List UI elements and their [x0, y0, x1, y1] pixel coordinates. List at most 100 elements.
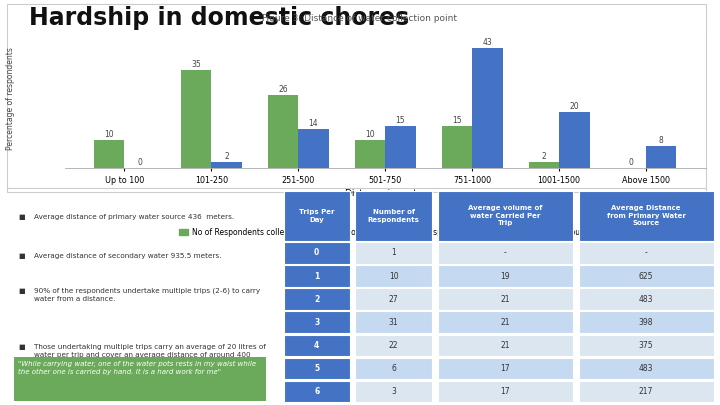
FancyBboxPatch shape: [284, 358, 350, 379]
FancyBboxPatch shape: [284, 288, 350, 310]
FancyBboxPatch shape: [438, 381, 572, 402]
FancyBboxPatch shape: [356, 358, 432, 379]
Bar: [355, 140, 385, 168]
Bar: [441, 126, 472, 168]
Text: 0: 0: [137, 158, 142, 167]
Text: 43: 43: [482, 38, 492, 47]
Text: 10: 10: [365, 130, 375, 139]
Text: 27: 27: [389, 294, 398, 304]
Bar: [298, 129, 329, 168]
Text: 2: 2: [224, 152, 229, 161]
FancyBboxPatch shape: [578, 288, 714, 310]
Text: 217: 217: [639, 387, 653, 396]
Text: 21: 21: [500, 341, 510, 350]
FancyBboxPatch shape: [356, 265, 432, 287]
Text: Number of
Respondents: Number of Respondents: [368, 209, 420, 223]
Text: ■: ■: [18, 254, 24, 259]
Text: 21: 21: [500, 294, 510, 304]
FancyBboxPatch shape: [578, 311, 714, 333]
FancyBboxPatch shape: [356, 381, 432, 402]
Text: 35: 35: [192, 60, 201, 69]
FancyBboxPatch shape: [356, 191, 432, 241]
Text: Trips Per
Day: Trips Per Day: [299, 209, 334, 223]
X-axis label: Distance in meter: Distance in meter: [345, 189, 426, 198]
Text: Average volume of
water Carried Per
Trip: Average volume of water Carried Per Trip: [468, 205, 542, 226]
FancyBboxPatch shape: [284, 381, 350, 402]
Text: Those undertaking multiple trips carry an average of 20 litres of
water per trip: Those undertaking multiple trips carry a…: [34, 344, 266, 367]
Text: 375: 375: [639, 341, 653, 350]
FancyBboxPatch shape: [356, 242, 432, 264]
Text: 20: 20: [570, 102, 579, 111]
Text: ■: ■: [18, 288, 24, 294]
FancyBboxPatch shape: [438, 191, 572, 241]
FancyBboxPatch shape: [578, 191, 714, 241]
Text: 6: 6: [314, 387, 319, 396]
Text: 10: 10: [104, 130, 114, 139]
Text: 8: 8: [659, 136, 664, 145]
Bar: [528, 162, 559, 168]
Text: Percentage of respondents: Percentage of respondents: [6, 47, 15, 150]
Bar: [472, 48, 503, 168]
Text: Average distance of secondary water 935.5 meters.: Average distance of secondary water 935.…: [34, 254, 221, 259]
FancyBboxPatch shape: [356, 335, 432, 356]
Text: 625: 625: [639, 271, 653, 281]
Text: 1: 1: [391, 248, 396, 258]
Text: 483: 483: [639, 294, 653, 304]
Text: 15: 15: [452, 116, 462, 125]
FancyBboxPatch shape: [284, 265, 350, 287]
Text: 14: 14: [309, 119, 318, 128]
Text: Average distance of primary water source 436  meters.: Average distance of primary water source…: [34, 214, 234, 220]
Text: -: -: [644, 248, 647, 258]
Text: ■: ■: [18, 214, 24, 220]
FancyBboxPatch shape: [438, 311, 572, 333]
Text: 21: 21: [500, 318, 510, 326]
FancyBboxPatch shape: [578, 381, 714, 402]
Text: 17: 17: [500, 387, 510, 396]
Text: 10: 10: [389, 271, 398, 281]
FancyBboxPatch shape: [578, 358, 714, 379]
Text: Figure 3: Distance of water collection point: Figure 3: Distance of water collection p…: [263, 15, 457, 23]
Text: 15: 15: [395, 116, 405, 125]
Legend: No of Respondents collect from Primary Source, No of Respondents collect from Se: No of Respondents collect from Primary S…: [176, 225, 595, 240]
Text: 483: 483: [639, 364, 653, 373]
Bar: [559, 112, 590, 168]
FancyBboxPatch shape: [438, 335, 572, 356]
Bar: [385, 126, 415, 168]
Text: 17: 17: [500, 364, 510, 373]
FancyBboxPatch shape: [284, 191, 350, 241]
FancyBboxPatch shape: [578, 335, 714, 356]
Bar: [181, 70, 211, 168]
Text: 398: 398: [639, 318, 653, 326]
Text: 6: 6: [391, 364, 396, 373]
FancyBboxPatch shape: [284, 242, 350, 264]
Bar: [211, 162, 242, 168]
FancyBboxPatch shape: [356, 288, 432, 310]
FancyBboxPatch shape: [14, 357, 266, 401]
Text: 3: 3: [314, 318, 319, 326]
Text: 4: 4: [314, 341, 319, 350]
Text: 0: 0: [629, 158, 634, 167]
Text: Average Distance
from Primary Water
Source: Average Distance from Primary Water Sour…: [606, 205, 685, 226]
Text: -: -: [504, 248, 507, 258]
FancyBboxPatch shape: [284, 335, 350, 356]
Text: 22: 22: [389, 341, 398, 350]
Text: 90% of the respondents undertake multiple trips (2-6) to carry
water from a dist: 90% of the respondents undertake multipl…: [34, 288, 260, 303]
FancyBboxPatch shape: [578, 242, 714, 264]
FancyBboxPatch shape: [356, 311, 432, 333]
FancyBboxPatch shape: [438, 242, 572, 264]
FancyBboxPatch shape: [438, 358, 572, 379]
Text: "While carrying water, one of the water pots rests in my waist while
the other o: "While carrying water, one of the water …: [18, 360, 256, 375]
Text: ■: ■: [18, 344, 24, 350]
Text: 2: 2: [314, 294, 319, 304]
FancyBboxPatch shape: [438, 265, 572, 287]
Bar: [268, 96, 298, 168]
FancyBboxPatch shape: [284, 311, 350, 333]
Text: 0: 0: [314, 248, 319, 258]
Text: 3: 3: [391, 387, 396, 396]
Text: 5: 5: [314, 364, 319, 373]
Text: 19: 19: [500, 271, 510, 281]
Text: Hardship in domestic chores: Hardship in domestic chores: [29, 6, 409, 30]
FancyBboxPatch shape: [438, 288, 572, 310]
Bar: [646, 146, 677, 168]
Text: 2: 2: [541, 152, 546, 161]
